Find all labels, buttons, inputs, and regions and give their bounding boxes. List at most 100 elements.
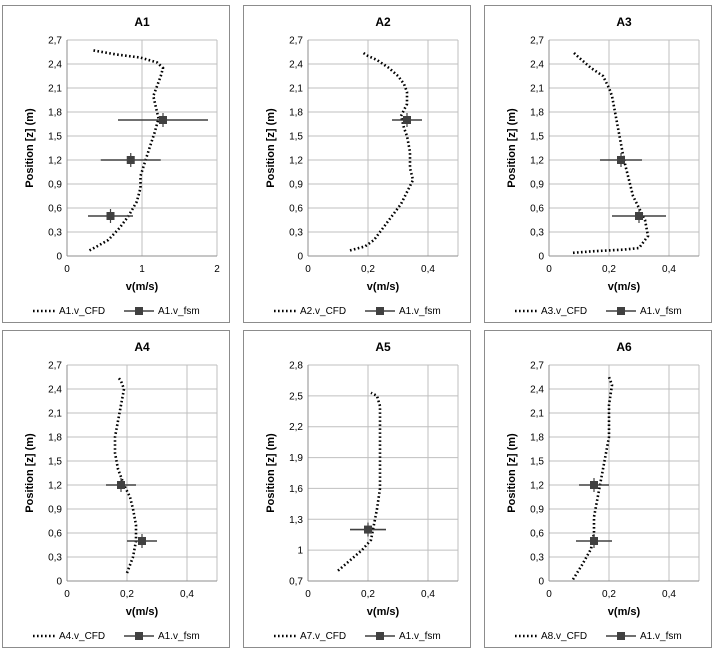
fsm-data-point — [126, 156, 135, 164]
x-tick-label: 2 — [214, 264, 220, 275]
y-tick-label: 0,3 — [530, 553, 544, 564]
legend-fsm-label: A1.v_fsm — [399, 631, 441, 642]
legend-fsm-swatch-marker — [617, 307, 625, 315]
y-tick-label: 2,7 — [530, 36, 544, 47]
legend-fsm-swatch-marker — [135, 632, 143, 640]
fsm-data-point — [117, 481, 125, 489]
y-tick-label: 2,2 — [289, 422, 303, 433]
y-tick-label: 2,7 — [48, 36, 62, 47]
x-tick-label: 0,2 — [602, 589, 616, 600]
x-tick-label: 0 — [64, 589, 70, 600]
y-tick-label: 1,2 — [289, 156, 303, 167]
y-tick-label: 1,8 — [530, 108, 544, 119]
y-tick-label: 1,8 — [48, 108, 62, 119]
chart-title: A1 — [134, 15, 150, 29]
y-tick-label: 0,3 — [289, 228, 303, 239]
legend-fsm-label: A1.v_fsm — [399, 306, 441, 317]
y-tick-label: 0 — [297, 252, 303, 263]
y-tick-label: 1,3 — [289, 515, 303, 526]
chart-svg: A6 0 0,3 0,6 0,9 1,2 1,5 1,8 2,1 2,4 2,7 0 0,2 0,4 v(m… — [506, 340, 700, 642]
x-axis-label: v(m/s) — [126, 606, 159, 618]
y-tick-label: 2,4 — [530, 60, 544, 71]
x-tick-label: 0,2 — [602, 264, 616, 275]
y-axis-label: Position [z] (m) — [24, 433, 36, 513]
x-tick-label: 0 — [546, 264, 552, 275]
y-tick-label: 1,8 — [48, 433, 62, 444]
fsm-data-point — [635, 212, 643, 220]
y-tick-label: 0,9 — [530, 180, 544, 191]
y-tick-label: 0,6 — [289, 204, 303, 215]
chart-panel-a5: A5 0,7 1 1,3 1,6 1,9 2,2 2,5 2,8 0 0,2 0,4 v(m/s) Pos… — [243, 330, 471, 648]
fsm-data-point — [617, 156, 625, 164]
fsm-data-point — [364, 525, 372, 534]
y-tick-label: 0,6 — [48, 529, 62, 540]
fsm-data-point — [590, 537, 598, 545]
y-tick-label: 0,9 — [48, 180, 62, 191]
x-tick-label: 0,2 — [361, 264, 375, 275]
chart-title: A4 — [134, 340, 150, 354]
y-tick-label: 1,8 — [530, 433, 544, 444]
y-tick-label: 1,2 — [530, 481, 544, 492]
chart-panel-a1: A1 0 0,3 0,6 0,9 1,2 1,5 1,8 2,1 2,4 2,7 0 1 2 v(m/s) P… — [2, 5, 230, 323]
y-tick-label: 2,1 — [48, 84, 62, 95]
legend-fsm-label: A1.v_fsm — [158, 306, 200, 317]
cfd-series-line — [572, 51, 650, 255]
y-tick-label: 0 — [538, 577, 544, 588]
y-tick-label: 2,1 — [530, 409, 544, 420]
fsm-data-point — [106, 212, 115, 220]
y-tick-label: 1,2 — [48, 481, 62, 492]
legend-cfd-label: A7.v_CFD — [300, 631, 346, 642]
legend-fsm-swatch-marker — [135, 307, 143, 315]
y-tick-label: 0 — [56, 577, 62, 588]
chart-panel-a3: A3 0 0,3 0,6 0,9 1,2 1,5 1,8 2,1 2,4 2,7 0 0,2 0,4 v(m… — [484, 5, 712, 323]
legend-cfd-label: A3.v_CFD — [541, 306, 587, 317]
fsm-data-point — [138, 537, 146, 545]
y-tick-label: 0,9 — [48, 505, 62, 516]
chart-svg: A2 0 0,3 0,6 0,9 1,2 1,5 1,8 2,1 2,4 2,7 0 0,2 0,4 v(m… — [265, 15, 459, 317]
y-tick-label: 1,5 — [48, 132, 62, 143]
chart-svg: A1 0 0,3 0,6 0,9 1,2 1,5 1,8 2,1 2,4 2,7 0 1 2 v(m/s) P… — [24, 15, 220, 317]
x-axis-label: v(m/s) — [608, 606, 641, 618]
chart-svg: A4 0 0,3 0,6 0,9 1,2 1,5 1,8 2,1 2,4 2,7 0 0,2 0,4 v(m… — [24, 340, 218, 642]
chart-panel-a2: A2 0 0,3 0,6 0,9 1,2 1,5 1,8 2,1 2,4 2,7 0 0,2 0,4 v(m… — [243, 5, 471, 323]
x-tick-label: 0,4 — [180, 589, 194, 600]
y-tick-label: 2,1 — [48, 409, 62, 420]
x-axis-label: v(m/s) — [126, 281, 159, 293]
y-tick-label: 2,4 — [530, 385, 544, 396]
chart-svg: A5 0,7 1 1,3 1,6 1,9 2,2 2,5 2,8 0 0,2 0,4 v(m/s) Pos… — [265, 340, 459, 642]
cfd-series-line — [571, 376, 614, 581]
y-tick-label: 0 — [56, 252, 62, 263]
y-tick-label: 0 — [538, 252, 544, 263]
y-tick-label: 0,6 — [530, 204, 544, 215]
x-axis-label: v(m/s) — [367, 281, 400, 293]
chart-svg: A3 0 0,3 0,6 0,9 1,2 1,5 1,8 2,1 2,4 2,7 0 0,2 0,4 v(m… — [506, 15, 700, 317]
x-tick-label: 0,4 — [662, 589, 676, 600]
legend-fsm-label: A1.v_fsm — [158, 631, 200, 642]
y-tick-label: 0,9 — [530, 505, 544, 516]
cfd-series-line — [88, 49, 165, 252]
y-axis-label: Position [z] (m) — [265, 108, 277, 188]
x-tick-label: 0 — [546, 589, 552, 600]
y-tick-label: 1,5 — [530, 457, 544, 468]
legend-fsm-label: A1.v_fsm — [640, 306, 682, 317]
y-tick-label: 1,2 — [48, 156, 62, 167]
legend-cfd-label: A1.v_CFD — [59, 306, 105, 317]
y-tick-label: 1,5 — [530, 132, 544, 143]
cfd-series-line — [337, 391, 382, 572]
x-tick-label: 0 — [305, 589, 311, 600]
y-tick-label: 0,6 — [48, 204, 62, 215]
x-tick-label: 0 — [305, 264, 311, 275]
y-axis-label: Position [z] (m) — [24, 108, 36, 188]
chart-title: A6 — [616, 340, 632, 354]
y-axis-label: Position [z] (m) — [506, 108, 518, 188]
chart-panel-a6: A6 0 0,3 0,6 0,9 1,2 1,5 1,8 2,1 2,4 2,7 0 0,2 0,4 v(m… — [484, 330, 712, 648]
fsm-data-point — [403, 116, 411, 124]
y-tick-label: 1,5 — [289, 132, 303, 143]
y-tick-label: 0,6 — [530, 529, 544, 540]
x-tick-label: 0,4 — [421, 589, 435, 600]
y-tick-label: 1,6 — [289, 484, 303, 495]
legend-cfd-label: A8.v_CFD — [541, 631, 587, 642]
x-axis-label: v(m/s) — [608, 281, 641, 293]
cfd-series-line — [349, 50, 415, 252]
x-tick-label: 1 — [139, 264, 145, 275]
